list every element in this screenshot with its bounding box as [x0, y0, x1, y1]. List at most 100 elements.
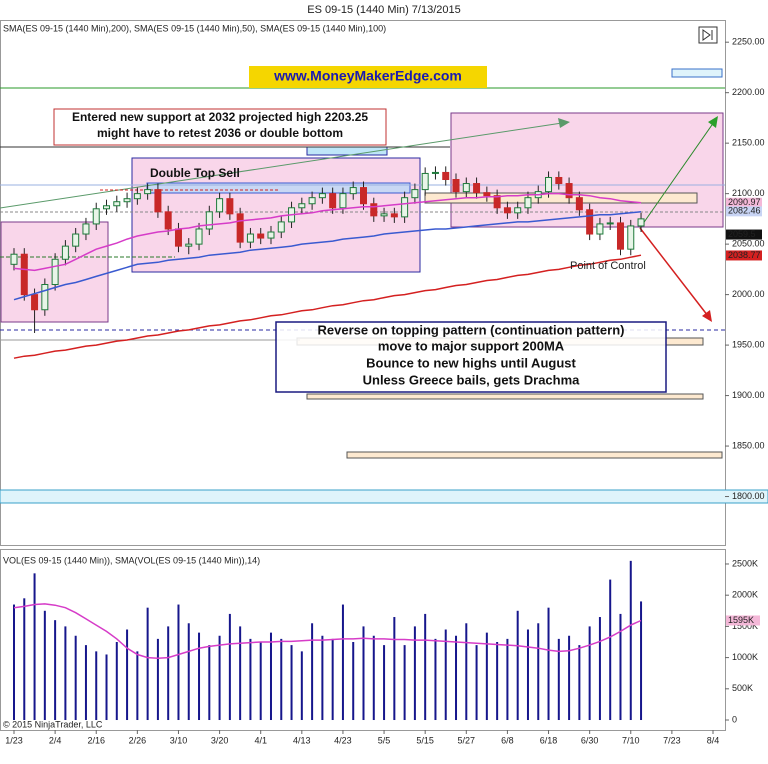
candle-body [524, 197, 532, 209]
candle-body [483, 192, 491, 197]
candle-body [370, 203, 378, 217]
y-tick-label: 2500K [732, 558, 758, 568]
website-box [249, 66, 487, 88]
annotation: Bounce to new highs until August [366, 355, 576, 370]
candle-body [421, 172, 429, 191]
candle-body [380, 213, 388, 217]
volume-bar [290, 645, 293, 721]
candle-body [308, 197, 316, 205]
volume-bar [598, 617, 601, 721]
chart-title: ES 09-15 (1440 Min) 7/13/2015 [307, 4, 461, 16]
y-tick-label: 2100.00 [732, 188, 765, 198]
volume-bar [13, 604, 15, 721]
zone [424, 192, 698, 204]
website: www.MoneyMakerEdge.com [273, 68, 462, 84]
volume-bar [95, 651, 98, 721]
volume-bar [249, 638, 252, 721]
candle-body [349, 187, 357, 195]
candle-body [329, 193, 337, 209]
candle-body [31, 294, 39, 311]
volume-bar [280, 638, 283, 721]
x-tick-label: 6/8 [501, 735, 514, 745]
arrow-head [708, 116, 718, 128]
x-tick-label: 6/18 [540, 735, 558, 745]
volume-bar [146, 607, 149, 721]
toolbar-icon[interactable] [698, 26, 718, 44]
candle-body [277, 221, 285, 233]
volume-bar [126, 629, 129, 721]
volume-bar [465, 623, 468, 721]
candle-body [257, 233, 265, 239]
volume-bar [352, 641, 355, 721]
volume-bar [311, 623, 314, 721]
candle-body [473, 183, 481, 194]
candle-body [616, 222, 624, 250]
moving-average [13, 192, 642, 272]
volume-bar [105, 654, 108, 721]
arrow-head [558, 118, 570, 128]
trend-arrow [0, 122, 563, 209]
candle-body [555, 176, 563, 185]
y-tick-label: 0 [732, 714, 737, 724]
x-tick-label: 5/5 [378, 735, 391, 745]
icon-glyph[interactable] [702, 29, 713, 41]
volume-bar [33, 573, 36, 721]
y-tick-label: 1500K [732, 621, 758, 631]
y-tick-label: 2250.00 [732, 37, 765, 47]
candle-body [339, 193, 347, 209]
x-tick-label: 4/1 [254, 735, 267, 745]
y-tick-label: 2000K [732, 590, 758, 600]
zone [146, 182, 411, 194]
annotation: Unless Greece bails, gets Drachma [363, 372, 581, 387]
volume-bar [383, 645, 386, 721]
volume-bar [516, 610, 519, 721]
x-tick-label: 8/4 [707, 735, 720, 745]
volume-bar [526, 629, 529, 721]
x-tick-label: 4/13 [293, 735, 311, 745]
y-tick-label: 1950.00 [732, 339, 765, 349]
volume-bar [136, 651, 139, 721]
candle-body [185, 243, 193, 247]
volume-bar [84, 645, 87, 721]
x-tick-label: 5/27 [458, 735, 476, 745]
annotation: Double Top Sell [150, 166, 240, 180]
candle-body [431, 171, 439, 174]
icon-frame[interactable] [698, 26, 718, 44]
candle-body [174, 228, 182, 247]
candle-body [318, 193, 326, 199]
volume-bar [588, 626, 591, 721]
candle-body [565, 183, 573, 199]
price-tag-label: 2082.46 [728, 206, 761, 216]
y-tick-label: 1900.00 [732, 390, 765, 400]
volume-bar [259, 641, 262, 721]
candle-body [144, 189, 152, 195]
candle-body [503, 207, 511, 214]
zone [0, 489, 768, 504]
moving-average [13, 254, 642, 359]
candle-body [596, 223, 604, 235]
annotation: Entered new support at 2032 projected hi… [72, 110, 368, 124]
note-box [275, 321, 667, 393]
candle-body [123, 198, 131, 203]
x-tick-label: 2/16 [87, 735, 105, 745]
candle-body [575, 197, 583, 211]
candle-body [401, 197, 409, 218]
candle-body [637, 218, 645, 227]
grid: 1800.00 1850.00 1900.00 1950.00 2000.00 2050.… [5, 37, 764, 746]
price-tag [726, 206, 762, 217]
volume-bar [54, 620, 57, 721]
candle-body [298, 203, 306, 209]
volume-bar [434, 638, 437, 721]
volume-bar [341, 604, 344, 721]
volume-bar [208, 645, 211, 721]
candle-body [442, 171, 450, 181]
y-tick-label: 1850.00 [732, 440, 765, 450]
annotation: move to major support 200MA [378, 338, 565, 353]
volume-tag-label: 1595K [728, 615, 754, 625]
x-tick-label: 4/23 [334, 735, 352, 745]
x-tick-label: 7/10 [622, 735, 640, 745]
y-tick-label: 2050.00 [732, 238, 765, 248]
candle-body [360, 187, 367, 205]
